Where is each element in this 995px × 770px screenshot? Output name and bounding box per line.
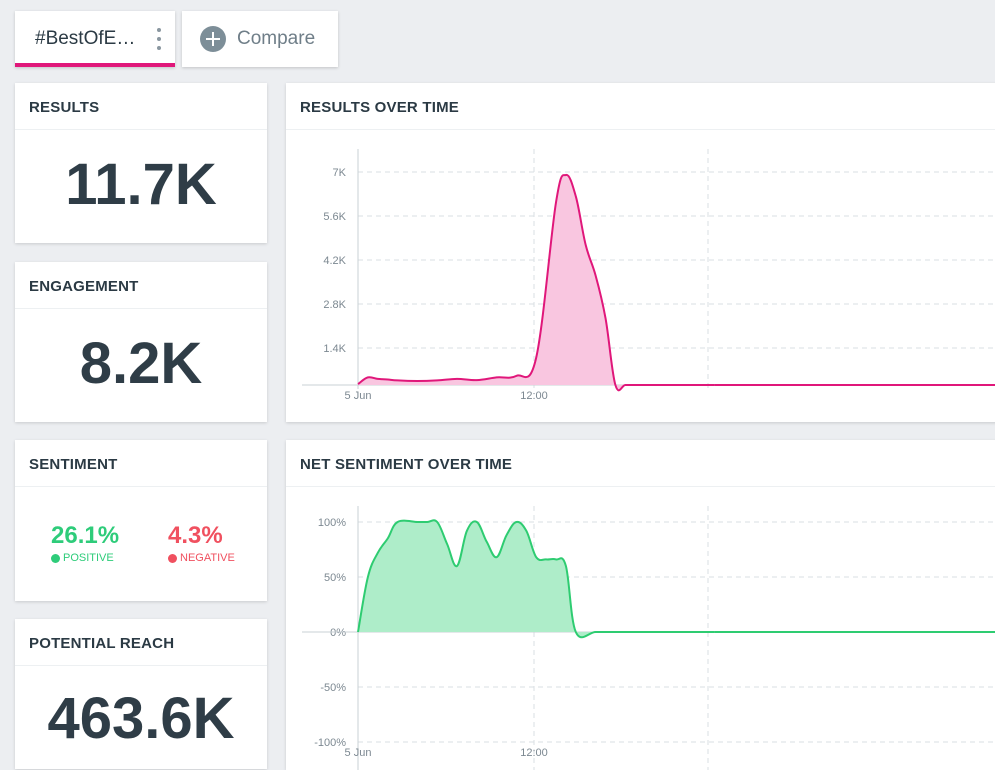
engagement-card: ENGAGEMENT 8.2K — [15, 262, 267, 422]
sentiment-x-tick-label: 12:00 — [520, 747, 548, 759]
potential-reach-card: POTENTIAL REACH 463.6K — [15, 619, 267, 769]
reach-title: POTENTIAL REACH — [29, 635, 175, 652]
engagement-title: ENGAGEMENT — [29, 278, 139, 295]
engagement-value: 8.2K — [79, 331, 203, 396]
results-y-tick-label: 2.8K — [323, 299, 346, 311]
reach-value: 463.6K — [47, 686, 235, 751]
negative-label-row: NEGATIVE — [168, 552, 235, 564]
positive-label-row: POSITIVE — [51, 552, 114, 564]
compare-button[interactable]: Compare — [182, 11, 338, 67]
sentiment-y-tick-label: 0% — [330, 627, 346, 639]
sentiment-y-tick-label: 100% — [318, 517, 346, 529]
results-y-tick-label: 5.6K — [323, 211, 346, 223]
net-sentiment-over-time-chart: 100% 50% 0% -50% -100%5 Jun 12:00 — [302, 506, 995, 770]
sentiment-area — [358, 520, 715, 638]
negative-value: 4.3% — [168, 522, 223, 549]
net-sentiment-over-time-card: NET SENTIMENT OVER TIME 100% 50% 0% -50% -10… — [286, 440, 995, 770]
results-x-tick-label: 12:00 — [520, 390, 548, 402]
sentiment-card: SENTIMENT 26.1% POSITIVE 4.3% NEGATIVE — [15, 440, 267, 601]
sentiment-line — [357, 519, 715, 639]
sentiment-title: SENTIMENT — [29, 456, 118, 473]
compare-label: Compare — [237, 28, 316, 49]
negative-label: NEGATIVE — [180, 552, 235, 564]
positive-value: 26.1% — [51, 522, 120, 549]
sentiment-y-tick-label: 50% — [324, 572, 346, 584]
results-x-tick-label: 5 Jun — [345, 390, 372, 402]
results-y-tick-label: 7K — [333, 167, 347, 179]
sentiment-y-tick-label: -50% — [320, 682, 346, 694]
results-over-time-card: RESULTS OVER TIME 7K 5.6K 4.2K 2.8K 1.4K 5 Ju… — [286, 83, 995, 422]
sentiment-chart-title: NET SENTIMENT OVER TIME — [300, 456, 513, 473]
positive-label: POSITIVE — [63, 552, 114, 564]
sentiment-x-tick-label: 5 Jun — [345, 747, 372, 759]
query-tab[interactable]: #BestOfEi… — [15, 11, 175, 67]
happy-face-icon — [51, 553, 60, 563]
kebab-menu-icon[interactable] — [157, 28, 161, 50]
query-tab-label: #BestOfEi… — [35, 28, 139, 49]
results-over-time-chart: 7K 5.6K 4.2K 2.8K 1.4K 5 Jun 12:00 — [302, 149, 995, 402]
results-title: RESULTS — [29, 99, 100, 116]
sentiment-y-tick-label: -100% — [314, 737, 346, 749]
results-chart-title: RESULTS OVER TIME — [300, 99, 459, 116]
active-tab-indicator — [15, 63, 175, 67]
results-y-tick-label: 1.4K — [323, 343, 346, 355]
results-line — [357, 173, 715, 392]
results-card: RESULTS 11.7K — [15, 83, 267, 243]
results-value: 11.7K — [65, 152, 217, 217]
plus-circle-icon — [200, 26, 226, 52]
sad-face-icon — [168, 553, 177, 563]
results-y-tick-label: 4.2K — [323, 255, 346, 267]
